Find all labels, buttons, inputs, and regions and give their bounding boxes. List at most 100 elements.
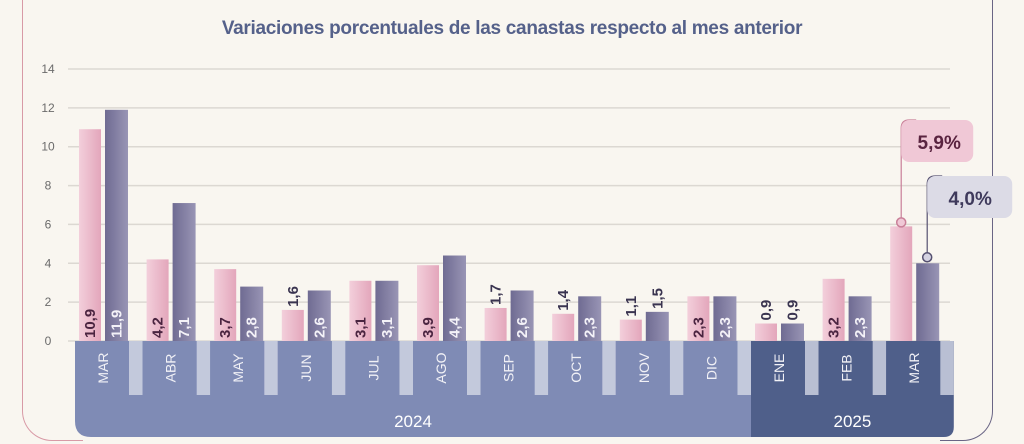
bar-pink — [687, 296, 710, 341]
y-tick-label: 12 — [41, 101, 55, 115]
month-label: DIC — [703, 356, 719, 380]
bar-pink — [146, 259, 169, 341]
bar-purple — [510, 290, 534, 341]
bar-value-label: 0,9 — [785, 300, 802, 321]
month-label: ENE — [771, 354, 787, 383]
month-cell — [886, 341, 941, 395]
month-label: AGO — [433, 352, 449, 383]
month-label: MAR — [95, 352, 111, 383]
bar-pink — [349, 280, 372, 341]
bar-value-label: 2,8 — [244, 317, 261, 338]
month-cell — [210, 341, 265, 395]
bar-purple — [645, 311, 669, 341]
month-cell — [277, 341, 332, 395]
month-separator — [737, 341, 751, 395]
month-cell — [345, 341, 400, 395]
y-tick-label: 4 — [45, 256, 52, 270]
month-label: MAR — [906, 352, 922, 383]
bar-value-label: 1,6 — [285, 286, 302, 307]
month-label: FEB — [839, 354, 855, 381]
month-separator — [534, 341, 549, 395]
callout-box-purple — [927, 176, 1013, 218]
bar-pink — [79, 129, 101, 341]
bar-purple — [781, 323, 804, 341]
month-label: JUL — [365, 355, 381, 380]
month-separator — [399, 341, 413, 395]
bar-purple — [713, 296, 737, 341]
bar-pink — [619, 319, 642, 341]
callout-purple-value: 4,0% — [949, 189, 992, 210]
bar-value-label: 2,3 — [582, 317, 599, 338]
bar-pink — [484, 307, 507, 341]
month-cell — [75, 341, 129, 395]
bar-value-label: 4,4 — [447, 316, 464, 338]
bar-purple — [172, 203, 196, 341]
bar-value-label: 3,9 — [420, 317, 437, 338]
bar-value-label: 2,3 — [690, 317, 707, 338]
bar-pink — [214, 269, 237, 341]
callout-pink-value: 5,9% — [918, 133, 961, 154]
bar-value-label: 4,2 — [150, 317, 167, 338]
y-tick-label: 8 — [45, 179, 52, 193]
month-cell — [142, 341, 197, 395]
month-separator — [805, 341, 819, 395]
y-tick-label: 2 — [45, 295, 52, 309]
bar-value-label: 7,1 — [176, 317, 193, 338]
month-cell — [751, 341, 805, 395]
month-label: ABR — [163, 354, 179, 383]
month-cell — [413, 341, 467, 395]
bar-value-label: 1,1 — [623, 296, 640, 317]
bar-value-label: 3,1 — [352, 317, 369, 338]
month-cell — [615, 341, 670, 395]
bar-purple — [105, 109, 128, 341]
bar-pink — [822, 278, 845, 341]
month-separator — [669, 341, 684, 395]
bar-pink — [890, 226, 913, 341]
month-cell — [480, 341, 535, 395]
month-cell — [548, 341, 603, 395]
bar-purple — [578, 296, 602, 341]
bar-value-label: 1,4 — [555, 289, 572, 311]
y-tick-label: 10 — [41, 140, 55, 154]
month-cell — [683, 341, 738, 395]
bar-pink — [552, 313, 575, 341]
bar-value-label: 2,6 — [514, 317, 531, 338]
callout-marker — [895, 217, 907, 228]
bar-value-label: 1,7 — [488, 284, 505, 305]
bar-value-label: 3,7 — [217, 317, 234, 338]
bar-value-label: 3,2 — [826, 317, 843, 338]
bar-value-label: 2,3 — [852, 317, 869, 338]
bar-value-label: 1,5 — [649, 288, 666, 309]
month-separator — [467, 341, 481, 395]
month-separator — [129, 341, 143, 395]
bar-value-label: 2,3 — [717, 317, 734, 338]
bar-purple — [916, 263, 940, 341]
month-separator — [602, 341, 616, 395]
callout-box-pink — [901, 120, 974, 162]
month-cell — [818, 341, 873, 395]
bar-purple — [443, 255, 466, 341]
frame-left — [22, 0, 83, 441]
y-tick-label: 0 — [45, 334, 52, 348]
year-label: 2024 — [394, 412, 432, 431]
month-separator — [331, 341, 346, 395]
month-label: OCT — [568, 353, 584, 383]
frame-right — [940, 0, 993, 441]
year-label: 2025 — [833, 412, 871, 431]
bar-purple — [848, 296, 872, 341]
bar-value-label: 2,6 — [311, 317, 328, 338]
bar-pink — [755, 323, 777, 341]
bar-value-label: 3,1 — [379, 317, 396, 338]
bar-value-label: 10,9 — [82, 309, 99, 338]
bar-purple — [307, 290, 331, 341]
y-tick-label: 6 — [45, 217, 52, 231]
bar-purple — [375, 280, 399, 341]
bar-pink — [281, 309, 304, 341]
month-label: MAY — [230, 353, 246, 383]
month-separator — [940, 341, 954, 395]
bar-value-label: 11,9 — [109, 310, 126, 338]
bar-value-label: 0,9 — [758, 300, 775, 321]
month-label: JUN — [298, 354, 314, 381]
month-separator — [264, 341, 278, 395]
